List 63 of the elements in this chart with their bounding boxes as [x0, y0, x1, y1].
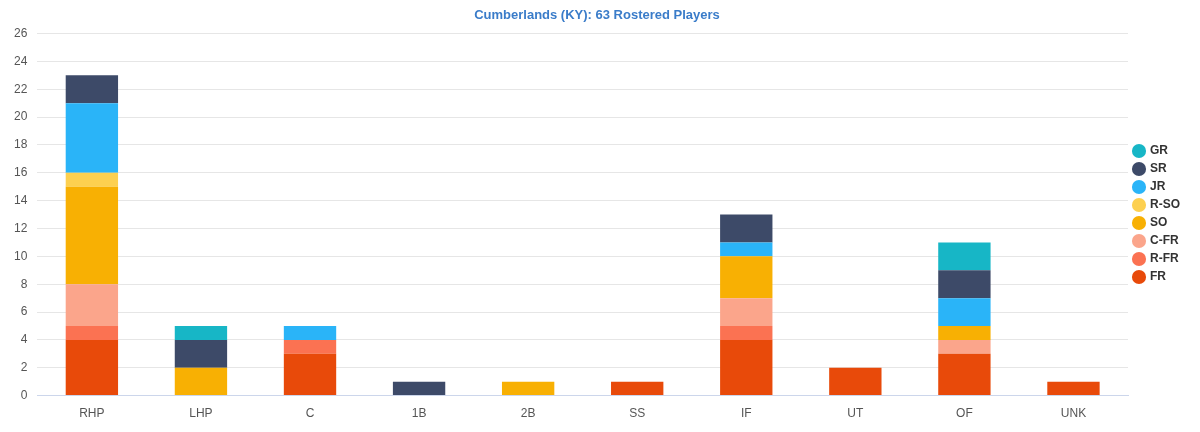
x-tick-label: LHP [189, 406, 213, 421]
x-tick-label: SS [629, 406, 646, 421]
bar [65, 172, 119, 187]
bar [65, 339, 119, 396]
bar [720, 214, 773, 243]
x-tick-label: UNK [1060, 406, 1087, 421]
y-tick-label: 10 [13, 248, 28, 263]
y-tick-label: 8 [20, 276, 28, 291]
x-tick-label: UT [847, 406, 864, 421]
legend-label: SR [1150, 161, 1167, 176]
y-tick-label: 26 [13, 25, 28, 40]
bar [938, 242, 991, 271]
bar [174, 325, 228, 340]
bar [938, 325, 991, 340]
bar [65, 284, 119, 326]
bar [720, 242, 773, 257]
bar [174, 339, 228, 368]
bar [283, 325, 337, 340]
legend-label: JR [1150, 179, 1166, 194]
bar [611, 381, 664, 396]
bar [829, 367, 882, 396]
y-tick-label: 0 [20, 387, 28, 402]
x-tick-label: 2B [520, 406, 536, 421]
y-tick-label: 22 [13, 81, 28, 96]
bar [283, 339, 337, 354]
bar [501, 381, 555, 396]
bar [720, 256, 773, 299]
bar [65, 186, 119, 285]
legend-label: SO [1150, 215, 1168, 230]
bar [938, 270, 991, 299]
y-tick-label: 6 [20, 304, 28, 319]
x-tick-label: RHP [79, 406, 105, 421]
legend-label: GR [1150, 143, 1169, 158]
y-tick-label: 12 [13, 220, 28, 235]
x-tick-label: C [305, 406, 315, 421]
legend-label: C-FR [1150, 233, 1179, 248]
y-tick-label: 4 [20, 332, 28, 347]
bar [720, 339, 773, 396]
bar [1047, 381, 1100, 396]
y-tick-label: 18 [13, 137, 28, 152]
bar [283, 353, 337, 396]
bar [938, 298, 991, 326]
legend-label: FR [1150, 269, 1167, 284]
y-tick-label: 14 [13, 192, 28, 207]
bar [938, 339, 991, 354]
y-tick-label: 16 [13, 165, 28, 180]
chart-title: Cumberlands (KY): 63 Rostered Players [474, 7, 720, 23]
bar [65, 75, 119, 104]
y-tick-label: 2 [20, 360, 28, 375]
legend-label: R-SO [1150, 197, 1180, 212]
bar [720, 325, 773, 340]
bar [65, 103, 119, 173]
bar [392, 381, 446, 396]
x-tick-label: IF [740, 406, 752, 421]
x-tick-label: OF [956, 406, 973, 421]
bar [938, 353, 991, 396]
y-tick-label: 24 [13, 53, 28, 68]
x-tick-label: 1B [411, 406, 427, 421]
legend-label: R-FR [1150, 251, 1179, 266]
bar [174, 367, 228, 396]
bar [720, 298, 773, 326]
bar [65, 325, 119, 340]
y-tick-label: 20 [13, 109, 28, 124]
